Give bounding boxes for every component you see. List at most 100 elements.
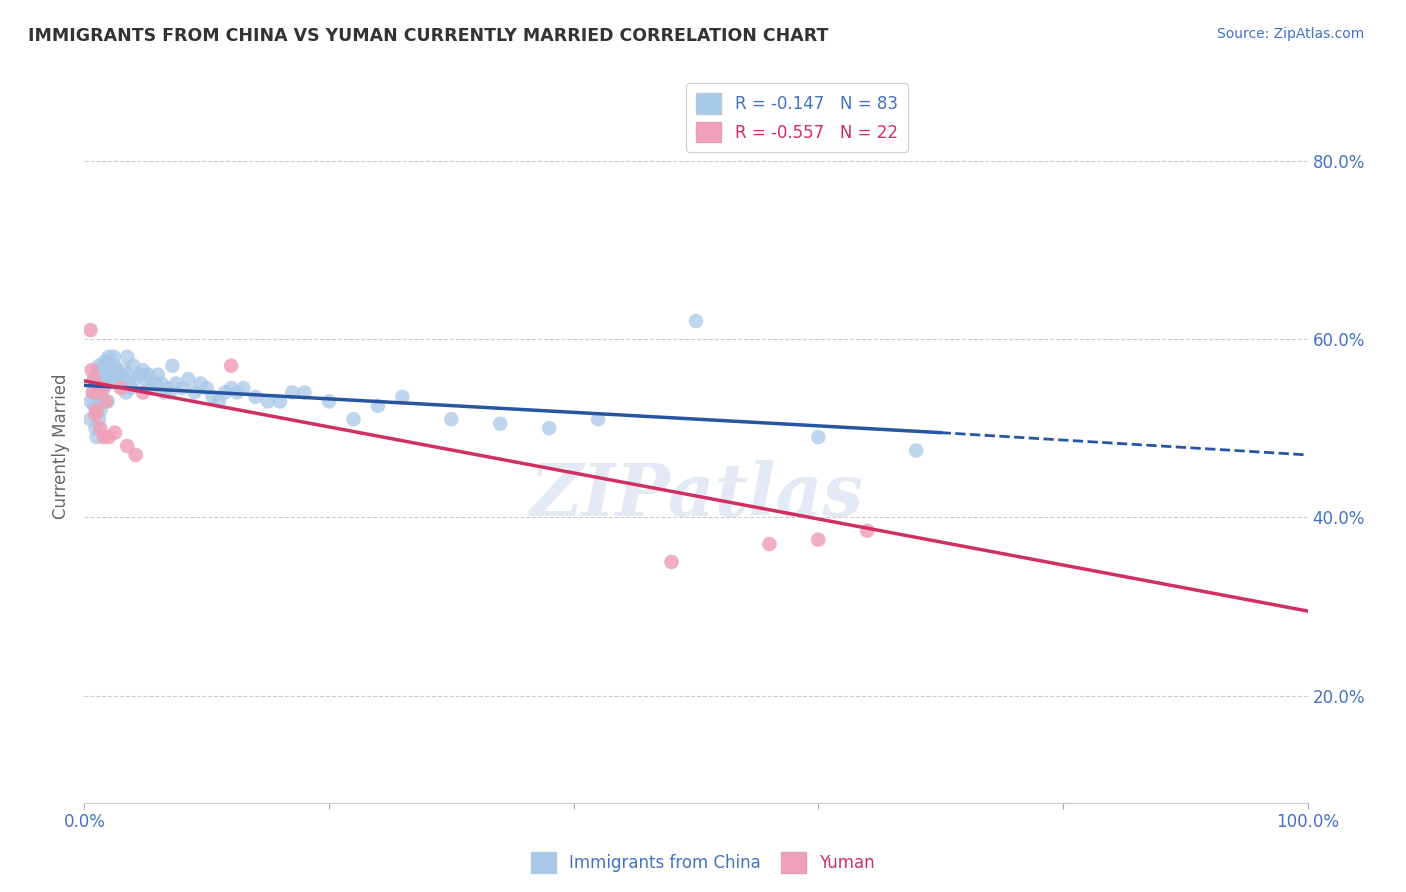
Point <box>97 350 120 364</box>
Point <box>856 524 879 538</box>
Point <box>96 376 118 391</box>
Point <box>257 394 280 409</box>
Point <box>104 425 127 440</box>
Point <box>91 381 114 395</box>
Point <box>226 385 249 400</box>
Point <box>90 372 112 386</box>
Point <box>101 368 124 382</box>
Point <box>232 381 254 395</box>
Point <box>84 408 107 422</box>
Point <box>125 372 148 386</box>
Point <box>104 359 127 373</box>
Point <box>86 430 108 444</box>
Point <box>79 394 101 409</box>
Point <box>105 368 128 382</box>
Point <box>245 390 267 404</box>
Point <box>84 421 107 435</box>
Point <box>318 394 340 409</box>
Point <box>172 381 194 395</box>
Point <box>128 368 150 382</box>
Point <box>294 385 316 400</box>
Point <box>79 412 101 426</box>
Point <box>162 359 184 373</box>
Point <box>201 390 224 404</box>
Point <box>685 314 707 328</box>
Point <box>177 372 200 386</box>
Point <box>97 394 120 409</box>
Point <box>153 385 176 400</box>
Point <box>120 381 142 395</box>
Point <box>117 372 139 386</box>
Point <box>107 376 129 391</box>
Point <box>100 363 122 377</box>
Point <box>91 394 114 409</box>
Point <box>125 448 148 462</box>
Point <box>146 368 169 382</box>
Point <box>87 359 110 373</box>
Point <box>93 381 115 395</box>
Point <box>87 385 110 400</box>
Point <box>183 385 205 400</box>
Point <box>79 323 101 337</box>
Point <box>112 372 135 386</box>
Point <box>122 359 145 373</box>
Point <box>136 368 159 382</box>
Point <box>150 376 173 391</box>
Point <box>86 403 108 417</box>
Point <box>103 350 125 364</box>
Point <box>195 381 218 395</box>
Point <box>83 372 105 386</box>
Point <box>758 537 780 551</box>
Point <box>96 394 118 409</box>
Point <box>87 412 110 426</box>
Point <box>905 443 928 458</box>
Point <box>156 381 179 395</box>
Point <box>132 385 155 400</box>
Y-axis label: Currently Married: Currently Married <box>52 373 70 519</box>
Point <box>93 430 115 444</box>
Point <box>440 412 463 426</box>
Legend: R = -0.147   N = 83, R = -0.557   N = 22: R = -0.147 N = 83, R = -0.557 N = 22 <box>686 83 908 153</box>
Point <box>90 390 112 404</box>
Point <box>114 363 136 377</box>
Point <box>342 412 364 426</box>
Text: IMMIGRANTS FROM CHINA VS YUMAN CURRENTLY MARRIED CORRELATION CHART: IMMIGRANTS FROM CHINA VS YUMAN CURRENTLY… <box>28 27 828 45</box>
Point <box>586 412 609 426</box>
Point <box>89 403 111 417</box>
Point <box>84 381 107 395</box>
Point <box>132 363 155 377</box>
Point <box>87 385 110 400</box>
Point <box>91 368 114 382</box>
Point <box>115 385 138 400</box>
Point <box>93 359 115 373</box>
Point <box>82 385 104 400</box>
Point <box>83 372 105 386</box>
Point <box>110 368 132 382</box>
Point <box>159 385 181 400</box>
Point <box>89 381 111 395</box>
Point <box>98 372 121 386</box>
Point <box>115 439 138 453</box>
Point <box>86 368 108 382</box>
Point <box>807 533 830 547</box>
Point <box>281 385 304 400</box>
Point <box>115 350 138 364</box>
Point <box>538 421 561 435</box>
Point <box>83 399 105 413</box>
Point <box>143 376 166 391</box>
Point <box>135 372 157 386</box>
Point <box>80 363 103 377</box>
Text: Source: ZipAtlas.com: Source: ZipAtlas.com <box>1216 27 1364 41</box>
Point <box>661 555 683 569</box>
Point <box>141 381 163 395</box>
Point <box>97 430 120 444</box>
Point <box>219 359 242 373</box>
Point <box>190 376 212 391</box>
Point <box>208 394 231 409</box>
Point <box>165 376 187 391</box>
Point <box>219 381 242 395</box>
Point <box>110 381 132 395</box>
Point <box>82 385 104 400</box>
Legend: Immigrants from China, Yuman: Immigrants from China, Yuman <box>524 846 882 880</box>
Text: ZIPatlas: ZIPatlas <box>529 460 863 532</box>
